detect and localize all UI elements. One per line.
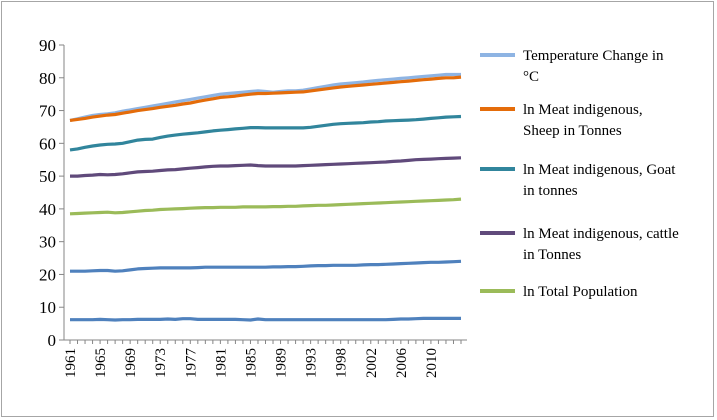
legend-label-2: ln Meat indigenous, Goat [523, 162, 676, 178]
x-tick-label: 2006 [394, 348, 410, 379]
x-tick-label: 1985 [243, 348, 259, 378]
x-tick-label: 1969 [123, 348, 139, 378]
x-tick-label: 1977 [183, 348, 199, 379]
legend-label-2: in tonnes [523, 183, 578, 199]
x-tick-label: 1998 [334, 348, 350, 378]
y-tick-label: 70 [39, 102, 56, 121]
axes: 0 10 20 30 40 50 60 70 80 90 1961 1965 1969 1973 1977 1… [39, 36, 467, 378]
y-tick-label: 0 [48, 331, 57, 350]
legend-label-1: Sheep in Tonnes [523, 123, 622, 139]
series-line-1 [69, 75, 462, 122]
series-line-6 [70, 316, 461, 322]
series-line-3 [70, 156, 462, 178]
y-tick-label: 30 [39, 233, 56, 252]
y-tick-label: 80 [39, 69, 56, 88]
y-tick-label: 90 [39, 36, 56, 55]
legend-label-3: ln Meat indigenous, cattle [523, 226, 679, 242]
legend: Temperature Change in °C ln Meat indigenou… [480, 48, 679, 300]
series-lines [69, 72, 462, 322]
y-tick-label: 40 [39, 200, 56, 219]
y-tick-label: 10 [39, 298, 56, 317]
x-tick-label: 1961 [63, 348, 79, 378]
legend-label-4: ln Total Population [523, 284, 638, 300]
y-tick-label: 60 [39, 134, 56, 153]
legend-label-0: Temperature Change in [523, 48, 664, 64]
x-tick-label: 2010 [424, 348, 440, 378]
series-line-2 [69, 114, 462, 152]
y-tick-label: 50 [39, 167, 56, 186]
series-line-5 [70, 259, 462, 273]
legend-label-0: °C [523, 69, 539, 85]
y-tick-label: 20 [39, 265, 56, 284]
x-tick-label: 1965 [93, 348, 109, 378]
legend-label-1: ln Meat indigenous, [523, 102, 643, 118]
x-tick-label: 1973 [153, 348, 169, 378]
x-tick-label: 1989 [274, 348, 290, 378]
series-line-0 [69, 72, 461, 122]
series-line-4 [69, 197, 462, 216]
x-tick-label: 1993 [304, 348, 320, 378]
legend-label-3: in Tonnes [523, 247, 581, 263]
x-tick-label: 1981 [213, 348, 229, 378]
x-tick-label: 2002 [364, 348, 380, 378]
